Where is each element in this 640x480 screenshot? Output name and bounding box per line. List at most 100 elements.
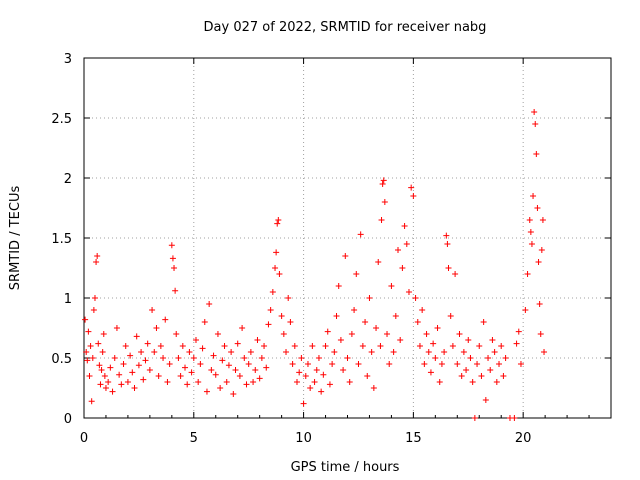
data-point — [493, 379, 500, 385]
data-point — [517, 361, 524, 367]
data-point — [101, 373, 108, 379]
data-point — [460, 349, 467, 355]
data-point — [140, 376, 147, 383]
data-point — [530, 193, 537, 199]
data-point — [478, 373, 485, 379]
data-point — [230, 391, 237, 397]
data-point — [456, 331, 463, 337]
data-point — [405, 289, 412, 295]
data-point — [386, 361, 393, 367]
data-point — [375, 259, 382, 265]
data-point — [322, 343, 329, 349]
data-point — [239, 325, 246, 331]
data-point — [414, 319, 421, 325]
data-point — [531, 109, 538, 115]
data-point — [432, 355, 439, 361]
x-tick-label: 20 — [515, 431, 532, 446]
x-tick-label: 5 — [190, 431, 198, 446]
data-point — [142, 357, 149, 364]
data-point — [171, 265, 178, 271]
data-point — [96, 362, 103, 369]
data-point — [203, 388, 210, 395]
data-point — [236, 373, 243, 379]
data-point — [95, 340, 102, 347]
data-point — [384, 331, 391, 337]
data-point — [184, 381, 191, 388]
chart-title: Day 027 of 2022, SRMTID for receiver nab… — [204, 20, 487, 35]
data-point — [379, 181, 386, 187]
data-point — [395, 247, 402, 253]
y-tick-label: 0 — [64, 412, 72, 427]
data-point — [89, 355, 96, 361]
data-point — [164, 379, 171, 385]
data-point — [151, 349, 158, 355]
data-point — [186, 349, 193, 355]
data-point — [471, 415, 478, 421]
data-point — [302, 373, 309, 379]
data-point — [378, 217, 385, 223]
data-point — [206, 301, 213, 307]
data-point — [179, 343, 186, 349]
data-point — [293, 379, 300, 385]
data-point — [359, 343, 366, 349]
data-point — [210, 352, 217, 359]
data-point — [326, 381, 333, 388]
data-point — [144, 340, 151, 347]
data-point — [313, 367, 320, 373]
data-point — [482, 397, 489, 403]
data-point — [298, 355, 305, 361]
data-point — [162, 316, 169, 323]
data-point — [416, 343, 423, 349]
data-point — [401, 223, 408, 229]
data-point — [273, 249, 280, 256]
data-point — [217, 385, 224, 391]
data-point — [90, 307, 97, 313]
data-point — [155, 373, 162, 379]
data-point — [173, 331, 180, 337]
axis-tick-labels: 0 5 10 15 20 0 0.5 1 1.5 2 2.5 3 — [51, 52, 531, 446]
data-point — [296, 369, 303, 376]
data-point — [283, 349, 290, 355]
data-point — [443, 232, 450, 239]
data-point — [311, 379, 318, 385]
data-point — [430, 340, 437, 347]
data-point — [190, 355, 197, 361]
data-point — [182, 364, 189, 371]
data-point — [82, 316, 89, 323]
data-point — [192, 337, 199, 343]
data-point — [133, 333, 140, 340]
data-point — [169, 255, 176, 262]
data-point — [463, 367, 470, 373]
data-point — [83, 349, 90, 355]
data-point — [539, 217, 546, 223]
y-tick-label: 0.5 — [51, 352, 72, 367]
data-point — [357, 231, 364, 238]
data-point — [320, 371, 327, 378]
y-tick-label: 1 — [64, 292, 72, 307]
data-point — [444, 241, 451, 247]
y-tick-label: 2 — [64, 172, 72, 187]
data-point — [234, 340, 241, 347]
data-point — [138, 349, 145, 355]
y-axis-label: SRMTID / TECUs — [8, 186, 23, 291]
data-point — [485, 355, 492, 361]
data-point — [465, 337, 472, 343]
data-point — [285, 295, 292, 301]
data-point — [195, 379, 202, 385]
data-point — [496, 361, 503, 367]
data-point — [337, 337, 344, 343]
data-point — [380, 177, 387, 184]
data-point — [120, 361, 127, 367]
data-point — [201, 319, 208, 325]
data-point — [153, 325, 160, 331]
data-point — [397, 337, 404, 343]
data-point — [324, 328, 331, 335]
data-point — [427, 369, 434, 376]
data-point — [102, 385, 109, 391]
data-point — [168, 242, 175, 249]
data-point — [280, 331, 287, 337]
data-point — [392, 313, 399, 319]
data-point — [97, 381, 104, 388]
data-point — [265, 321, 272, 328]
